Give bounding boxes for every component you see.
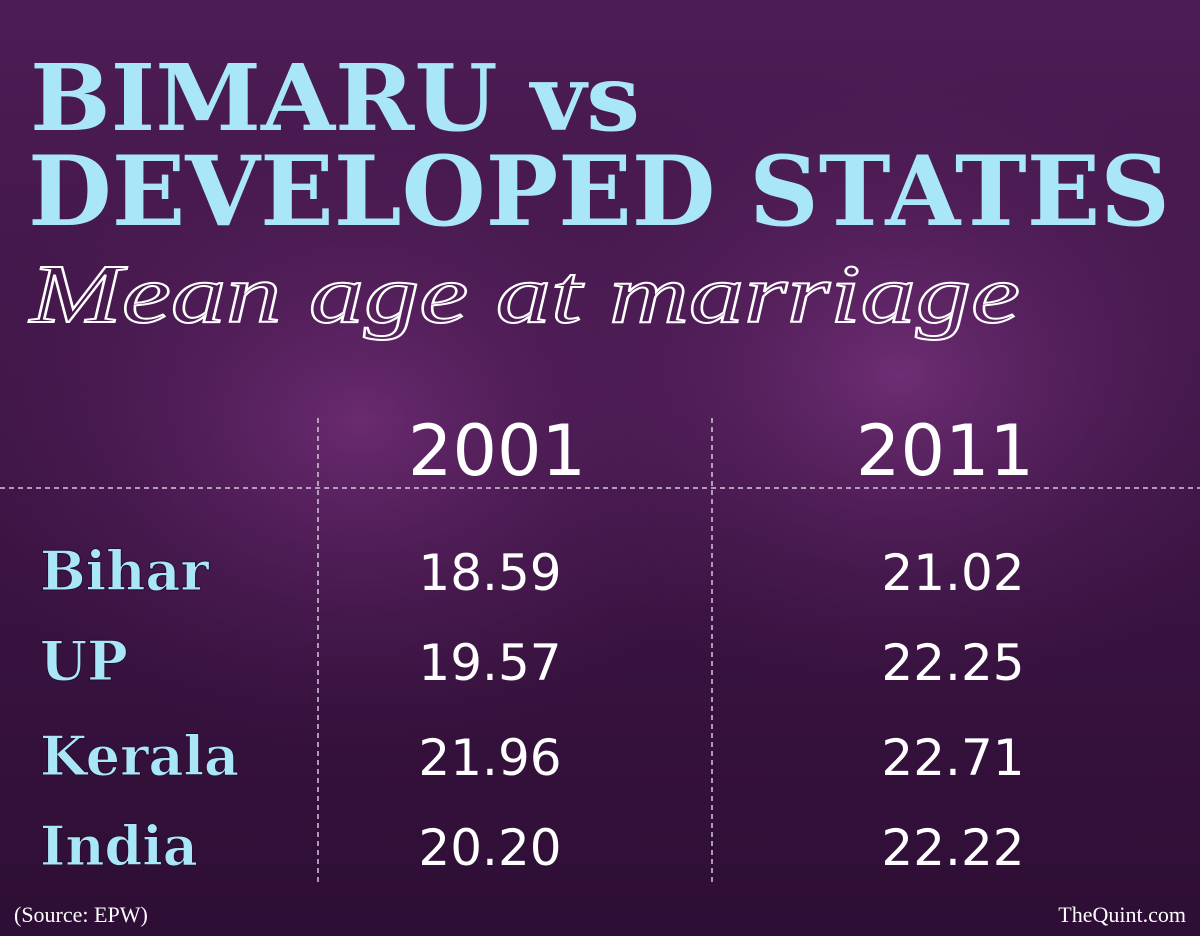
row-label: UP bbox=[40, 629, 128, 693]
subtitle: Mean age at marriage bbox=[29, 248, 1020, 341]
row-label: India bbox=[40, 814, 198, 878]
row-label: Bihar bbox=[40, 539, 209, 603]
cell-value: 21.02 bbox=[881, 544, 1024, 602]
column-header: 2011 bbox=[856, 410, 1034, 492]
brand: TheQuint.com bbox=[1058, 902, 1186, 927]
cell-value: 19.57 bbox=[418, 634, 561, 692]
column-header: 2001 bbox=[408, 410, 586, 492]
cell-value: 22.25 bbox=[881, 634, 1024, 692]
cell-value: 18.59 bbox=[418, 544, 561, 602]
cell-value: 20.20 bbox=[418, 819, 561, 877]
cell-value: 22.71 bbox=[881, 729, 1024, 787]
cell-value: 22.22 bbox=[881, 819, 1024, 877]
cell-value: 21.96 bbox=[418, 729, 561, 787]
row-label: Kerala bbox=[40, 724, 239, 788]
table: 2001 2011 Bihar 18.59 21.02 UP 19.57 22.25 Keral… bbox=[40, 410, 1035, 879]
title-line: BIMARU vs bbox=[30, 44, 640, 152]
source: (Source: EPW) bbox=[14, 902, 148, 927]
title-line: DEVELOPED STATES bbox=[28, 135, 1170, 248]
